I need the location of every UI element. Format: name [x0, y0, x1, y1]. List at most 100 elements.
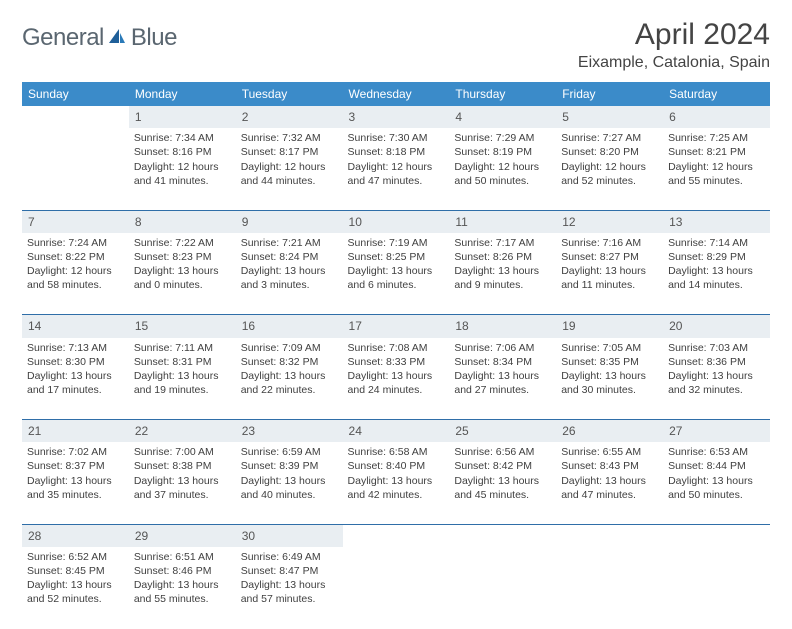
week-row: Sunrise: 6:52 AMSunset: 8:45 PMDaylight:…: [22, 547, 770, 629]
dl2-text: and 42 minutes.: [348, 488, 445, 502]
day-cell: Sunrise: 6:49 AMSunset: 8:47 PMDaylight:…: [236, 547, 343, 629]
day-header: Sunday: [22, 82, 129, 106]
day-number: 17: [343, 315, 450, 338]
day-number: 22: [129, 420, 236, 443]
day-number: 25: [449, 420, 556, 443]
day-number: 30: [236, 524, 343, 547]
sunrise-text: Sunrise: 7:30 AM: [348, 131, 445, 145]
sunrise-text: Sunrise: 7:03 AM: [668, 341, 765, 355]
sunrise-text: Sunrise: 7:17 AM: [454, 236, 551, 250]
sunrise-text: Sunrise: 7:14 AM: [668, 236, 765, 250]
dl2-text: and 24 minutes.: [348, 383, 445, 397]
day-number: 24: [343, 420, 450, 443]
sunrise-text: Sunrise: 7:25 AM: [668, 131, 765, 145]
sunset-text: Sunset: 8:35 PM: [561, 355, 658, 369]
logo-sail-icon: [107, 27, 127, 50]
day-number: 4: [449, 106, 556, 128]
sunset-text: Sunset: 8:16 PM: [134, 145, 231, 159]
dl1-text: Daylight: 13 hours: [348, 369, 445, 383]
dl1-text: Daylight: 12 hours: [561, 160, 658, 174]
day-cell: Sunrise: 7:34 AMSunset: 8:16 PMDaylight:…: [129, 128, 236, 210]
day-cell: Sunrise: 6:52 AMSunset: 8:45 PMDaylight:…: [22, 547, 129, 629]
sunset-text: Sunset: 8:39 PM: [241, 459, 338, 473]
sunrise-text: Sunrise: 7:34 AM: [134, 131, 231, 145]
sunset-text: Sunset: 8:26 PM: [454, 250, 551, 264]
dl1-text: Daylight: 13 hours: [27, 474, 124, 488]
sunset-text: Sunset: 8:30 PM: [27, 355, 124, 369]
sunset-text: Sunset: 8:32 PM: [241, 355, 338, 369]
sunrise-text: Sunrise: 7:05 AM: [561, 341, 658, 355]
dl2-text: and 6 minutes.: [348, 278, 445, 292]
sunset-text: Sunset: 8:44 PM: [668, 459, 765, 473]
sunrise-text: Sunrise: 7:27 AM: [561, 131, 658, 145]
day-number: [663, 524, 770, 547]
dl2-text: and 45 minutes.: [454, 488, 551, 502]
day-cell: Sunrise: 7:32 AMSunset: 8:17 PMDaylight:…: [236, 128, 343, 210]
day-number: [22, 106, 129, 128]
sunset-text: Sunset: 8:42 PM: [454, 459, 551, 473]
day-number: 1: [129, 106, 236, 128]
day-number-row: 14151617181920: [22, 315, 770, 338]
sunset-text: Sunset: 8:38 PM: [134, 459, 231, 473]
day-cell: [22, 128, 129, 210]
day-number: 20: [663, 315, 770, 338]
week-row: Sunrise: 7:24 AMSunset: 8:22 PMDaylight:…: [22, 233, 770, 315]
day-cell: Sunrise: 7:14 AMSunset: 8:29 PMDaylight:…: [663, 233, 770, 315]
dl2-text: and 27 minutes.: [454, 383, 551, 397]
dl2-text: and 50 minutes.: [454, 174, 551, 188]
dl2-text: and 22 minutes.: [241, 383, 338, 397]
dl2-text: and 17 minutes.: [27, 383, 124, 397]
day-number: [343, 524, 450, 547]
day-cell: [343, 547, 450, 629]
day-cell: Sunrise: 7:19 AMSunset: 8:25 PMDaylight:…: [343, 233, 450, 315]
sunset-text: Sunset: 8:23 PM: [134, 250, 231, 264]
dl1-text: Daylight: 13 hours: [134, 474, 231, 488]
day-cell: Sunrise: 6:56 AMSunset: 8:42 PMDaylight:…: [449, 442, 556, 524]
dl2-text: and 44 minutes.: [241, 174, 338, 188]
day-cell: Sunrise: 7:11 AMSunset: 8:31 PMDaylight:…: [129, 338, 236, 420]
day-header: Friday: [556, 82, 663, 106]
day-number: 28: [22, 524, 129, 547]
day-number-row: 78910111213: [22, 210, 770, 233]
dl2-text: and 57 minutes.: [241, 592, 338, 606]
dl1-text: Daylight: 13 hours: [134, 578, 231, 592]
dl2-text: and 41 minutes.: [134, 174, 231, 188]
sunrise-text: Sunrise: 7:11 AM: [134, 341, 231, 355]
day-number: 16: [236, 315, 343, 338]
day-number: 14: [22, 315, 129, 338]
day-cell: Sunrise: 7:02 AMSunset: 8:37 PMDaylight:…: [22, 442, 129, 524]
sunset-text: Sunset: 8:21 PM: [668, 145, 765, 159]
sunset-text: Sunset: 8:45 PM: [27, 564, 124, 578]
day-number: 6: [663, 106, 770, 128]
day-cell: Sunrise: 7:09 AMSunset: 8:32 PMDaylight:…: [236, 338, 343, 420]
calendar-table: Sunday Monday Tuesday Wednesday Thursday…: [22, 82, 770, 629]
sunset-text: Sunset: 8:20 PM: [561, 145, 658, 159]
day-number: [449, 524, 556, 547]
day-cell: [449, 547, 556, 629]
sunrise-text: Sunrise: 7:02 AM: [27, 445, 124, 459]
week-row: Sunrise: 7:02 AMSunset: 8:37 PMDaylight:…: [22, 442, 770, 524]
dl2-text: and 52 minutes.: [27, 592, 124, 606]
day-cell: Sunrise: 6:59 AMSunset: 8:39 PMDaylight:…: [236, 442, 343, 524]
day-number: 18: [449, 315, 556, 338]
dl2-text: and 40 minutes.: [241, 488, 338, 502]
dl2-text: and 55 minutes.: [134, 592, 231, 606]
dl2-text: and 3 minutes.: [241, 278, 338, 292]
dl2-text: and 58 minutes.: [27, 278, 124, 292]
week-row: Sunrise: 7:13 AMSunset: 8:30 PMDaylight:…: [22, 338, 770, 420]
dl1-text: Daylight: 13 hours: [668, 264, 765, 278]
dl2-text: and 11 minutes.: [561, 278, 658, 292]
day-header: Tuesday: [236, 82, 343, 106]
sunset-text: Sunset: 8:18 PM: [348, 145, 445, 159]
sunrise-text: Sunrise: 7:22 AM: [134, 236, 231, 250]
day-cell: Sunrise: 6:55 AMSunset: 8:43 PMDaylight:…: [556, 442, 663, 524]
sunrise-text: Sunrise: 7:32 AM: [241, 131, 338, 145]
day-cell: Sunrise: 7:05 AMSunset: 8:35 PMDaylight:…: [556, 338, 663, 420]
day-number: 9: [236, 210, 343, 233]
sunrise-text: Sunrise: 7:00 AM: [134, 445, 231, 459]
day-number: 12: [556, 210, 663, 233]
dl2-text: and 35 minutes.: [27, 488, 124, 502]
day-cell: Sunrise: 7:21 AMSunset: 8:24 PMDaylight:…: [236, 233, 343, 315]
sunset-text: Sunset: 8:46 PM: [134, 564, 231, 578]
day-number: 21: [22, 420, 129, 443]
